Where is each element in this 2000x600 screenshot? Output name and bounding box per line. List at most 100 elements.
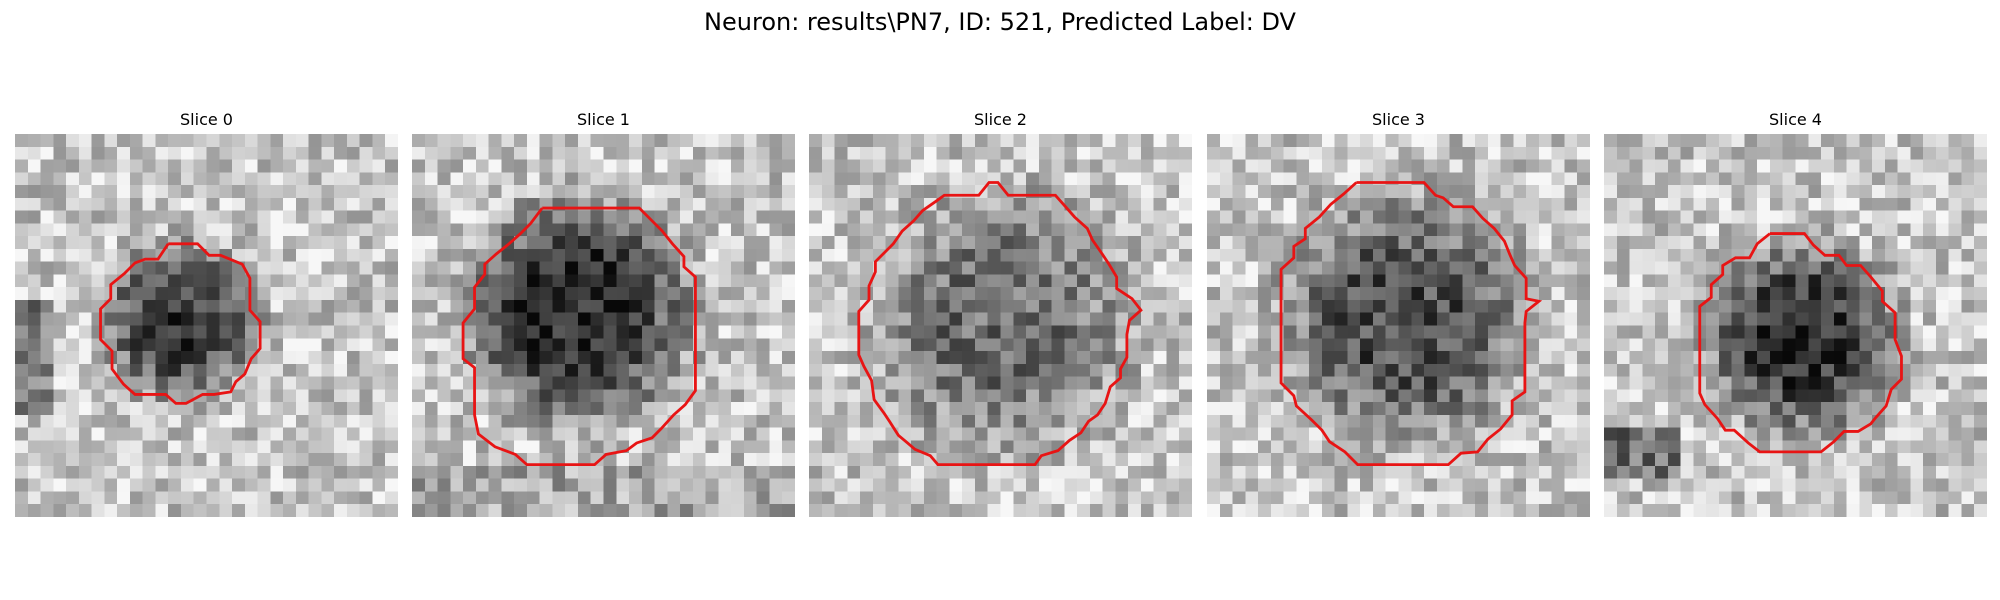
micrograph-pixel xyxy=(1436,402,1450,416)
micrograph-pixel xyxy=(667,223,681,237)
micrograph-pixel xyxy=(412,440,426,454)
micrograph-pixel xyxy=(1538,223,1552,237)
micrograph-pixel xyxy=(193,287,207,301)
micrograph-pixel xyxy=(1706,248,1720,262)
micrograph-pixel xyxy=(1245,465,1259,479)
micrograph-pixel xyxy=(1283,351,1297,365)
micrograph-pixel xyxy=(1309,325,1323,339)
micrograph-pixel xyxy=(321,363,335,377)
micrograph-pixel xyxy=(1757,274,1771,288)
micrograph-pixel xyxy=(1577,197,1590,211)
micrograph-pixel xyxy=(1629,478,1643,492)
micrograph-pixel xyxy=(1115,299,1129,313)
micrograph-pixel xyxy=(1245,274,1259,288)
micrograph-pixel xyxy=(885,376,899,390)
micrograph-pixel xyxy=(1948,159,1962,173)
micrograph-pixel xyxy=(616,248,630,262)
micrograph-pixel xyxy=(244,504,258,517)
micrograph-pixel xyxy=(1102,146,1116,160)
micrograph-pixel xyxy=(450,363,464,377)
micrograph-pixel xyxy=(117,223,131,237)
micrograph-pixel xyxy=(1731,351,1745,365)
micrograph-pixel xyxy=(1232,427,1246,441)
micrograph-pixel xyxy=(577,134,591,148)
micrograph-pixel xyxy=(743,185,757,199)
micrograph-pixel xyxy=(974,504,988,517)
micrograph-pixel xyxy=(1102,134,1116,148)
micrograph-pixel xyxy=(1718,197,1732,211)
micrograph-pixel xyxy=(1424,453,1438,467)
micrograph-pixel xyxy=(1487,210,1501,224)
micrograph-pixel xyxy=(1140,197,1154,211)
micrograph-pixel xyxy=(1089,453,1103,467)
micrograph-pixel xyxy=(603,363,617,377)
micrograph-pixel xyxy=(1436,325,1450,339)
micrograph-pixel xyxy=(424,223,438,237)
micrograph-pixel xyxy=(1449,248,1463,262)
micrograph-pixel xyxy=(501,146,515,160)
micrograph-pixel xyxy=(834,236,848,250)
micrograph-pixel xyxy=(667,453,681,467)
micrograph-pixel xyxy=(308,223,322,237)
micrograph-pixel xyxy=(1680,312,1694,326)
micrograph-pixel xyxy=(1616,376,1630,390)
micrograph-pixel xyxy=(756,197,770,211)
micrograph-pixel xyxy=(1604,261,1618,275)
micrograph-pixel xyxy=(911,325,925,339)
micrograph-pixel xyxy=(15,325,29,339)
micrograph-pixel xyxy=(1064,146,1078,160)
micrograph-pixel xyxy=(334,299,348,313)
micrograph-pixel xyxy=(987,363,1001,377)
micrograph-pixel xyxy=(27,491,41,505)
micrograph-pixel xyxy=(1642,453,1656,467)
micrograph-pixel xyxy=(1935,312,1949,326)
micrograph-pixel xyxy=(1360,504,1374,517)
micrograph-pixel xyxy=(949,134,963,148)
micrograph-pixel xyxy=(1782,363,1796,377)
micrograph-pixel xyxy=(1360,363,1374,377)
micrograph-pixel xyxy=(821,465,835,479)
micrograph-pixel xyxy=(782,478,795,492)
micrograph-pixel xyxy=(346,389,360,403)
micrograph-pixel xyxy=(475,363,489,377)
micrograph-pixel xyxy=(1961,287,1975,301)
micrograph-pixel xyxy=(1334,299,1348,313)
micrograph-pixel xyxy=(1153,159,1167,173)
micrograph-pixel xyxy=(1153,185,1167,199)
micrograph-pixel xyxy=(743,287,757,301)
micrograph-pixel xyxy=(1153,248,1167,262)
micrograph-pixel xyxy=(1604,363,1618,377)
micrograph-pixel xyxy=(1283,197,1297,211)
micrograph-pixel xyxy=(1232,376,1246,390)
micrograph-pixel xyxy=(308,134,322,148)
micrograph-pixel xyxy=(1411,363,1425,377)
micrograph-pixel xyxy=(1680,427,1694,441)
micrograph-pixel xyxy=(743,274,757,288)
micrograph-pixel xyxy=(1309,261,1323,275)
micrograph-pixel xyxy=(1538,312,1552,326)
micrograph-pixel xyxy=(283,236,297,250)
micrograph-pixel xyxy=(603,210,617,224)
micrograph-pixel xyxy=(1782,274,1796,288)
micrograph-pixel xyxy=(1757,376,1771,390)
micrograph-pixel xyxy=(1321,389,1335,403)
micrograph-pixel xyxy=(603,389,617,403)
micrograph-pixel xyxy=(821,453,835,467)
micrograph-pixel xyxy=(1258,274,1272,288)
micrograph-pixel xyxy=(450,134,464,148)
micrograph-pixel xyxy=(501,402,515,416)
micrograph-pixel xyxy=(1296,389,1310,403)
micrograph-pixel xyxy=(1821,223,1835,237)
micrograph-pixel xyxy=(974,389,988,403)
micrograph-pixel xyxy=(949,146,963,160)
micrograph-pixel xyxy=(334,504,348,517)
micrograph-pixel xyxy=(1258,453,1272,467)
micrograph-pixel xyxy=(1475,465,1489,479)
micrograph-pixel xyxy=(821,312,835,326)
micrograph-pixel xyxy=(1115,453,1129,467)
micrograph-pixel xyxy=(1038,134,1052,148)
micrograph-pixel xyxy=(283,210,297,224)
micrograph-pixel xyxy=(1270,197,1284,211)
micrograph-pixel xyxy=(1538,402,1552,416)
micrograph-pixel xyxy=(1360,338,1374,352)
